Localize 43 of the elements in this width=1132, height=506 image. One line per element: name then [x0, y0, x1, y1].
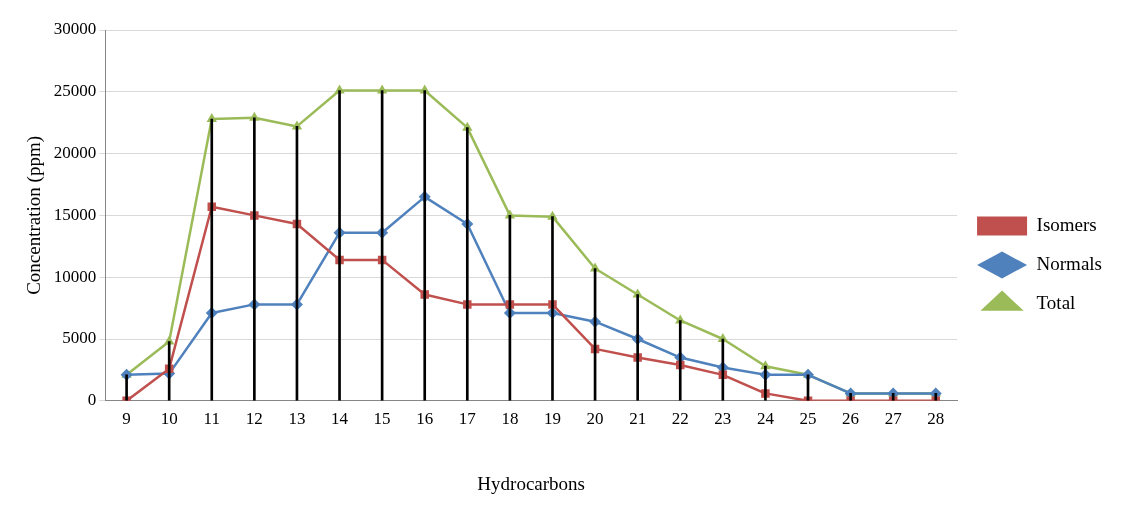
- x-tick-label: 16: [416, 409, 434, 429]
- x-axis-title: Hydrocarbons: [477, 472, 585, 494]
- x-tick-label: 12: [245, 409, 263, 429]
- x-tick-label: 20: [586, 409, 604, 429]
- x-tick-label: 9: [122, 409, 131, 429]
- x-tick-label: 28: [927, 409, 945, 429]
- x-tick-label: 27: [884, 409, 903, 429]
- y-tick-label: 0: [87, 390, 97, 410]
- bar: [125, 374, 128, 401]
- x-tick-label: 25: [799, 409, 817, 429]
- legend-label: Normals: [1036, 252, 1102, 274]
- x-tick-label: 13: [288, 409, 306, 429]
- x-tick-label: 24: [756, 409, 775, 429]
- x-tick-label: 14: [331, 409, 349, 429]
- x-tick-label: 19: [543, 409, 561, 429]
- x-tick-label: 11: [203, 409, 220, 429]
- bar: [551, 216, 554, 401]
- y-tick-label: 15000: [53, 204, 97, 224]
- legend-label: Total: [1036, 291, 1076, 313]
- bar: [423, 90, 427, 401]
- y-tick-label: 30000: [53, 19, 97, 39]
- x-tick-label: 18: [501, 409, 519, 429]
- y-axis-title: Concentration (ppm): [23, 135, 46, 295]
- bar: [338, 90, 341, 401]
- bar: [465, 127, 469, 401]
- bar: [210, 118, 214, 401]
- bar: [253, 117, 256, 401]
- x-tick-label: 10: [160, 409, 178, 429]
- bar: [636, 294, 639, 401]
- x-tick-label: 15: [373, 409, 391, 429]
- x-tick-label: 21: [629, 409, 647, 429]
- bar: [678, 320, 682, 401]
- bar: [764, 365, 767, 401]
- legend-label: Isomers: [1036, 213, 1097, 235]
- x-tick-label: 23: [714, 409, 732, 429]
- x-tick-label: 26: [842, 409, 860, 429]
- y-tick-label: 5000: [62, 328, 97, 348]
- y-tick-label: 25000: [53, 81, 97, 101]
- x-tick-label: 17: [458, 409, 477, 429]
- bar: [167, 341, 171, 401]
- y-tick-label: 10000: [53, 266, 97, 286]
- y-tick-label: 20000: [53, 143, 97, 163]
- x-tick-label: 22: [671, 409, 689, 429]
